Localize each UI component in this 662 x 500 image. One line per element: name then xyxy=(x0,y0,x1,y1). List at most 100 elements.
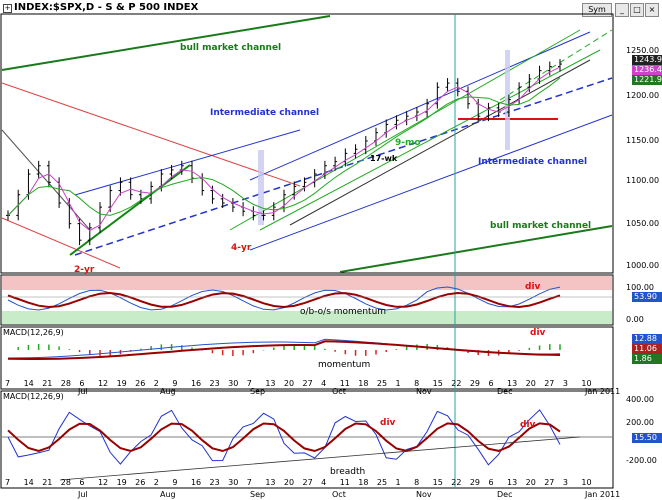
highlight-bar-2 xyxy=(505,50,510,150)
maximize-button[interactable]: □ xyxy=(630,3,644,17)
x-tick-label: 2 xyxy=(153,379,159,388)
x-tick-label: 14 xyxy=(23,478,34,487)
x-tick-label: 16 xyxy=(190,379,202,388)
x-month-label: Aug xyxy=(160,490,176,499)
mom-tick-100: 100.00 xyxy=(626,283,654,292)
x-tick-label: 12 xyxy=(97,379,109,388)
green-channel-c xyxy=(499,29,613,101)
x-tick-label: 1 xyxy=(395,478,401,487)
x-tick-label: 27 xyxy=(544,478,555,487)
overbought-zone xyxy=(2,276,612,290)
x-month-label: Dec xyxy=(497,490,513,499)
red-channel-lower xyxy=(1,217,121,269)
mom-tick-0: 0.00 xyxy=(626,315,644,324)
price-tick-5: 1050.00 xyxy=(626,219,660,228)
x-month-label: Oct xyxy=(332,387,346,396)
breadth-tick-400: 400.00 xyxy=(626,395,654,404)
x-tick-label: 26 xyxy=(135,379,146,388)
x-month-label: Jul xyxy=(78,490,88,499)
bull-channel-upper xyxy=(1,15,331,71)
x-tick-label: 21 xyxy=(42,379,53,388)
x-tick-label: 30 xyxy=(228,478,239,487)
x-tick-label: 7 xyxy=(246,379,252,388)
x-tick-label: 8 xyxy=(414,478,420,487)
breadth-trendline xyxy=(59,436,581,481)
breadth-div-label-1: div xyxy=(380,418,396,428)
ma2-badge: 1221.91 xyxy=(632,75,662,85)
intermediate-label-left: Intermediate channel xyxy=(210,108,320,118)
macd-badge-3: 1.86 xyxy=(632,354,662,364)
x-tick-label: 6 xyxy=(79,478,85,487)
x-tick-label: 7 xyxy=(5,478,11,487)
seventeen-wk-label: 17-wk xyxy=(370,154,398,163)
mom-title: o/b-o/s momentum xyxy=(300,307,387,317)
momentum-slow-line xyxy=(7,291,561,309)
macd-signal-line xyxy=(7,340,561,360)
breadth-title: MACD(12,26,9) xyxy=(3,392,64,401)
x-tick-label: 28 xyxy=(60,478,71,487)
price-tick-1: 1250.00 xyxy=(626,46,660,55)
intermediate-label-right: Intermediate channel xyxy=(478,157,588,167)
bull-channel-lower xyxy=(339,225,613,273)
x-tick-label: 26 xyxy=(135,478,146,487)
intermediate-dashed xyxy=(74,77,613,256)
breadth-label: breadth xyxy=(330,467,366,477)
breadth-tick-neg200: -200.00 xyxy=(626,456,657,465)
breadth-div-label-2: div xyxy=(520,420,536,430)
price-tick-4: 1100.00 xyxy=(626,176,660,185)
black-channel xyxy=(289,59,591,226)
x-tick-label: 27 xyxy=(302,478,313,487)
highlight-bar-1 xyxy=(258,150,264,225)
x-tick-label: 4 xyxy=(321,478,327,487)
x-tick-label: 23 xyxy=(209,379,220,388)
red-channel-upper xyxy=(1,82,301,187)
moving-averages xyxy=(7,66,561,232)
x-tick-label: 3 xyxy=(562,478,568,487)
x-month-label: Nov xyxy=(416,490,432,499)
intermediate-lower xyxy=(249,114,613,251)
macd-div-label: div xyxy=(530,328,546,338)
four-yr-label: 4-yr xyxy=(231,243,252,253)
price-tick-6: 1000.00 xyxy=(626,261,660,270)
x-tick-label: 20 xyxy=(283,379,295,388)
ma-long-line xyxy=(7,77,561,216)
minimize-button[interactable]: _ xyxy=(615,3,629,17)
mom-badge: 53.90 xyxy=(632,292,662,302)
x-tick-label: 11 xyxy=(339,478,350,487)
x-tick-label: 25 xyxy=(376,478,388,487)
x-month-label: Jan 2011 xyxy=(585,387,621,396)
breadth-fast-line xyxy=(7,409,561,466)
x-tick-label: 1 xyxy=(395,379,401,388)
x-tick-label: 18 xyxy=(358,379,369,388)
x-tick-label: 6 xyxy=(79,379,85,388)
x-month-label: Sep xyxy=(250,387,266,396)
x-tick-label: 15 xyxy=(432,379,443,388)
x-tick-label: 15 xyxy=(432,478,443,487)
grey-trend-left xyxy=(1,129,91,231)
x-tick-label: 9 xyxy=(172,379,178,388)
x-tick-label: 7 xyxy=(246,478,252,487)
ma1-badge: 1236.46 xyxy=(632,65,662,75)
x-tick-label: 6 xyxy=(488,379,494,388)
x-tick-label: 11 xyxy=(339,379,350,388)
x-tick-label: 10 xyxy=(581,478,592,487)
breadth-panel xyxy=(0,390,614,489)
x-tick-label: 29 xyxy=(469,478,481,487)
close-button[interactable]: × xyxy=(645,3,659,17)
x-month-label: Dec xyxy=(497,387,513,396)
x-tick-label: 2 xyxy=(153,478,159,487)
x-tick-label: 13 xyxy=(265,379,276,388)
bull-channel-label-bottom: bull market channel xyxy=(490,221,592,231)
x-month-label: Aug xyxy=(160,387,176,396)
x-month-label: Sep xyxy=(250,490,266,499)
macd-label: momentum xyxy=(318,360,371,370)
two-yr-label: 2-yr xyxy=(74,265,95,275)
x-tick-label: 8 xyxy=(414,379,420,388)
x-tick-label: 10 xyxy=(581,379,592,388)
expand-icon[interactable]: + xyxy=(3,4,12,13)
x-tick-label: 23 xyxy=(209,478,220,487)
x-tick-label: 20 xyxy=(525,478,536,487)
breadth-badge: 15.50 xyxy=(632,433,662,443)
macd-badge-2: 11.06 xyxy=(632,344,662,354)
